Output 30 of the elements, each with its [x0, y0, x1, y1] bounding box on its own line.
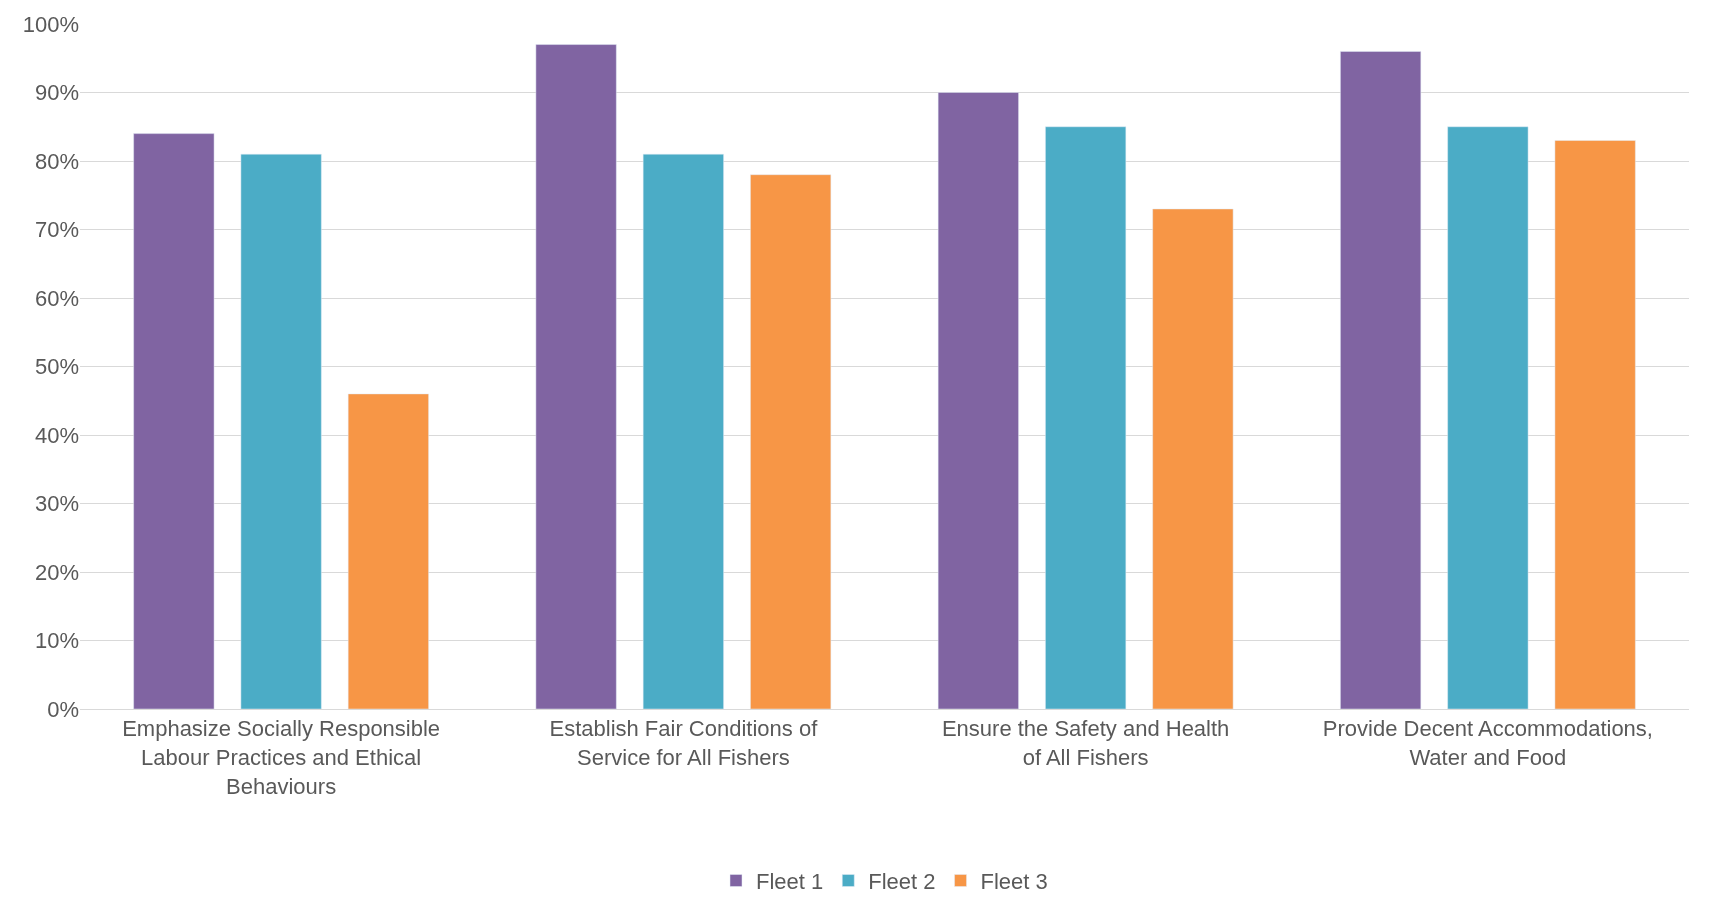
x-tick-label: Provide Decent Accommodations, Water and Food — [1322, 716, 1653, 770]
y-tick-label: 90% — [34, 80, 79, 106]
y-tick-label: 40% — [34, 422, 79, 448]
x-tick-label: Emphasize Socially Responsible Labour Practices and Ethical Behaviours — [122, 716, 441, 799]
bar — [937, 92, 1019, 709]
bar — [535, 44, 617, 709]
y-tick-label: 60% — [34, 285, 79, 311]
y-tick-label: 20% — [34, 559, 79, 585]
legend-label: Fleet 2 — [868, 869, 936, 895]
bar — [1447, 126, 1529, 709]
bar — [750, 174, 832, 709]
bar — [133, 133, 215, 709]
bar — [642, 153, 724, 709]
bar — [1152, 208, 1234, 709]
y-tick-label: 100% — [22, 11, 79, 37]
y-tick-label: 50% — [34, 354, 79, 380]
y-tick-label: 0% — [47, 696, 79, 722]
y-tick-label: 70% — [34, 217, 79, 243]
y-tick-label: 10% — [34, 628, 79, 654]
x-tick-label: Ensure the Safety and Health of All Fishers — [941, 716, 1230, 770]
bar — [1554, 140, 1636, 709]
legend-label: Fleet 3 — [980, 869, 1048, 895]
bar — [1340, 51, 1422, 709]
bar — [240, 153, 322, 709]
bar — [347, 393, 429, 709]
x-tick-label: Establish Fair Conditions of Service for All Fishers — [549, 716, 819, 770]
legend-label: Fleet 1 — [756, 869, 824, 895]
bar — [1045, 126, 1127, 709]
y-tick-label: 80% — [34, 148, 79, 174]
y-tick-label: 30% — [34, 491, 79, 517]
